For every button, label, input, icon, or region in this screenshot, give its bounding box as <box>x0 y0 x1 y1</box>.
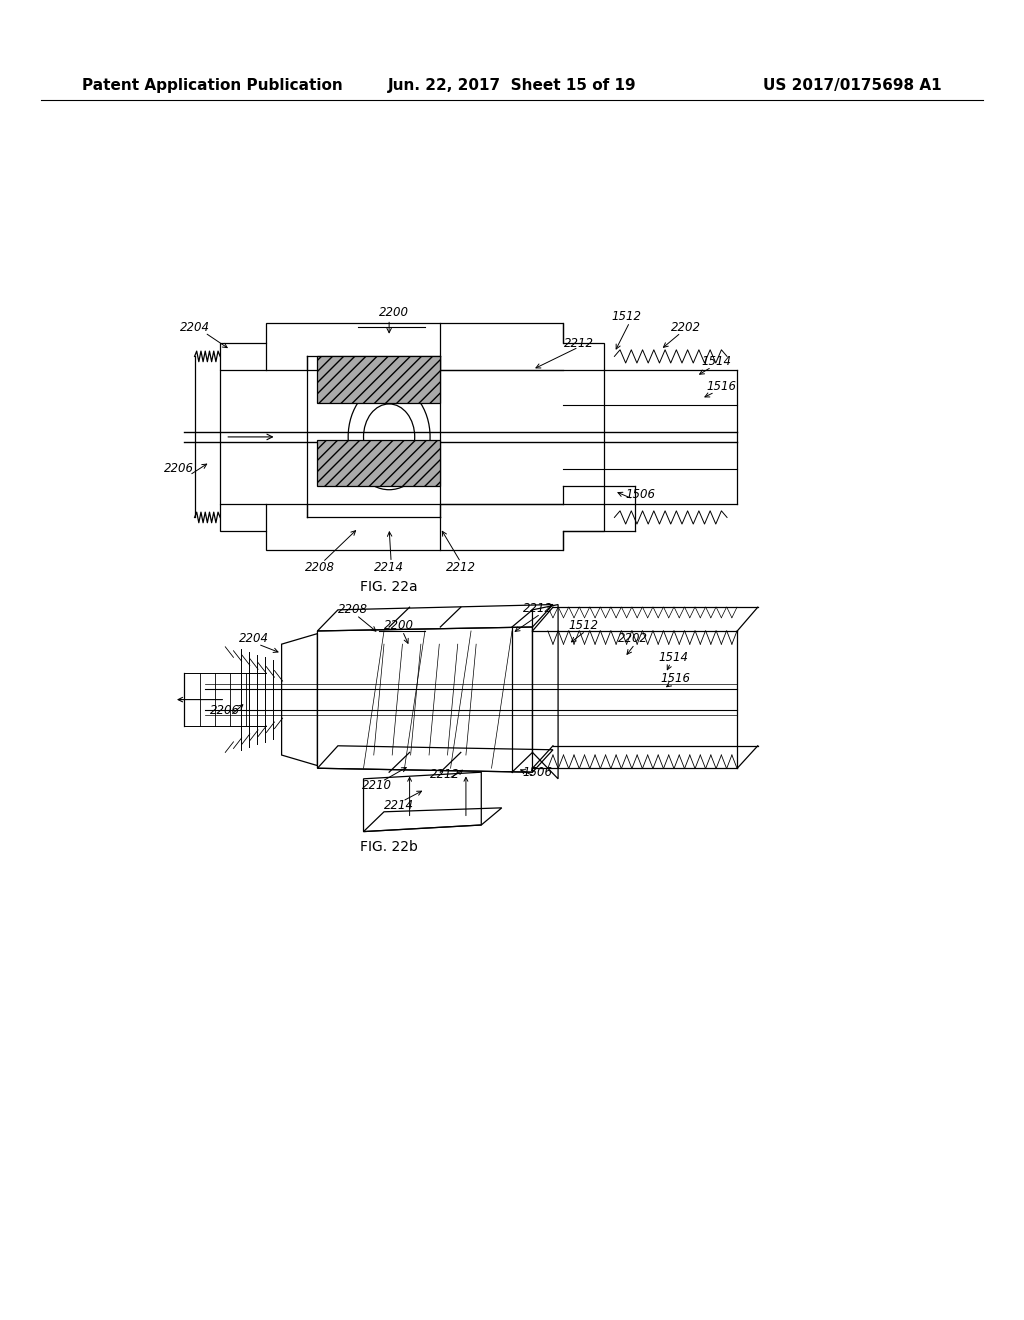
Text: 2212: 2212 <box>430 768 461 781</box>
Text: 2208: 2208 <box>304 561 335 574</box>
Text: 1514: 1514 <box>701 355 732 368</box>
Text: 1506: 1506 <box>625 488 655 502</box>
Text: 1516: 1516 <box>707 380 737 393</box>
Text: 1514: 1514 <box>658 651 689 664</box>
Text: 2206: 2206 <box>210 704 241 717</box>
Text: 2204: 2204 <box>179 321 210 334</box>
Text: 2212: 2212 <box>563 337 594 350</box>
Text: 2214: 2214 <box>374 561 404 574</box>
Text: 1516: 1516 <box>660 672 691 685</box>
Text: 1512: 1512 <box>611 310 642 323</box>
Text: Jun. 22, 2017  Sheet 15 of 19: Jun. 22, 2017 Sheet 15 of 19 <box>388 78 636 94</box>
FancyBboxPatch shape <box>317 440 440 486</box>
Text: US 2017/0175698 A1: US 2017/0175698 A1 <box>764 78 942 94</box>
Text: FIG. 22b: FIG. 22b <box>360 841 418 854</box>
Text: 2214: 2214 <box>384 799 415 812</box>
Text: 2204: 2204 <box>239 632 269 645</box>
Text: 2200: 2200 <box>384 619 415 632</box>
Text: 2206: 2206 <box>164 462 195 475</box>
Text: 1512: 1512 <box>568 619 599 632</box>
Text: 2212: 2212 <box>445 561 476 574</box>
Text: 2200: 2200 <box>379 306 410 319</box>
Text: Patent Application Publication: Patent Application Publication <box>82 78 343 94</box>
Text: FIG. 22a: FIG. 22a <box>360 581 418 594</box>
FancyBboxPatch shape <box>317 356 440 403</box>
Text: 2202: 2202 <box>617 632 648 645</box>
Text: 1506: 1506 <box>522 766 553 779</box>
Text: 2212: 2212 <box>522 602 553 615</box>
Text: 2202: 2202 <box>671 321 701 334</box>
Text: 2208: 2208 <box>338 603 369 616</box>
Text: 2210: 2210 <box>361 779 392 792</box>
